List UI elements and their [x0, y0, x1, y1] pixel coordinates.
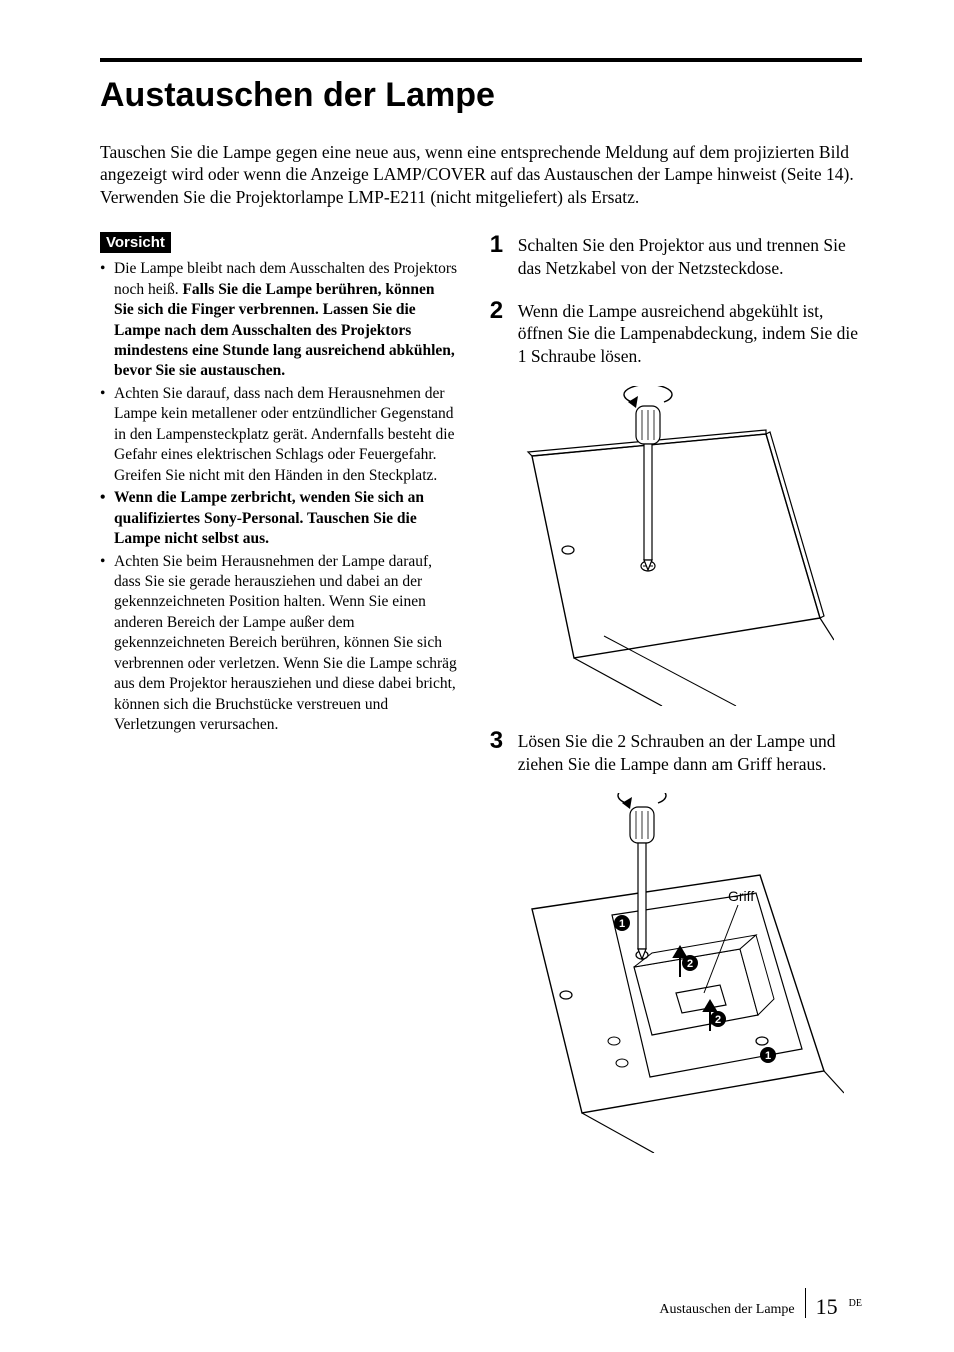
caution-item-2: Achten Sie darauf, dass nach dem Herausn…: [100, 384, 458, 486]
step-3-text: Lösen Sie die 2 Schrauben an der Lampe u…: [518, 728, 862, 776]
svg-text:1: 1: [619, 918, 625, 930]
page-title: Austauschen der Lampe: [100, 76, 862, 115]
figure-step-2: [504, 386, 862, 706]
step-3: 3 Lösen Sie die 2 Schrauben an der Lampe…: [490, 728, 862, 776]
intro-paragraph: Tauschen Sie die Lampe gegen eine neue a…: [100, 141, 862, 208]
figure-step-3: 1 2 2 1 Griff: [504, 793, 862, 1153]
step-2: 2 Wenn die Lampe ausreichend abgekühlt i…: [490, 298, 862, 368]
step-1-number: 1: [490, 232, 518, 257]
step-3-number: 3: [490, 728, 518, 753]
svg-text:2: 2: [715, 1014, 721, 1026]
footer-section-title: Austauschen der Lampe: [659, 1302, 794, 1318]
footer-divider: [805, 1288, 806, 1318]
footer-language-code: DE: [849, 1298, 862, 1309]
svg-text:1: 1: [765, 1050, 771, 1062]
intro-text-1: Tauschen Sie die Lampe gegen eine neue a…: [100, 142, 854, 184]
caution-list: Die Lampe bleibt nach dem Ausschalten de…: [100, 259, 458, 735]
left-column: Vorsicht Die Lampe bleibt nach dem Aussc…: [100, 232, 458, 1175]
top-rule: [100, 58, 862, 62]
caution-badge: Vorsicht: [100, 232, 171, 253]
step-1: 1 Schalten Sie den Projektor aus und tre…: [490, 232, 862, 280]
right-column: 1 Schalten Sie den Projektor aus und tre…: [490, 232, 862, 1175]
caution-item-3: Wenn die Lampe zerbricht, wenden Sie sic…: [100, 488, 458, 549]
step-2-text: Wenn die Lampe ausreichend abgekühlt ist…: [518, 298, 862, 368]
page-footer: Austauschen der Lampe 15 DE: [659, 1288, 862, 1318]
caution-item-1: Die Lampe bleibt nach dem Ausschalten de…: [100, 259, 458, 382]
caution-item-4: Achten Sie beim Herausnehmen der Lampe d…: [100, 552, 458, 736]
lamp-removal-diagram: 1 2 2 1 Griff: [504, 793, 844, 1153]
svg-text:2: 2: [687, 958, 693, 970]
handle-label-text: Griff: [728, 888, 754, 904]
intro-text-2: Verwenden Sie die Projektorlampe LMP-E21…: [100, 187, 639, 207]
step-2-number: 2: [490, 298, 518, 323]
footer-page-number: 15: [816, 1296, 838, 1318]
projector-cover-diagram: [504, 386, 834, 706]
step-1-text: Schalten Sie den Projektor aus und trenn…: [518, 232, 862, 280]
